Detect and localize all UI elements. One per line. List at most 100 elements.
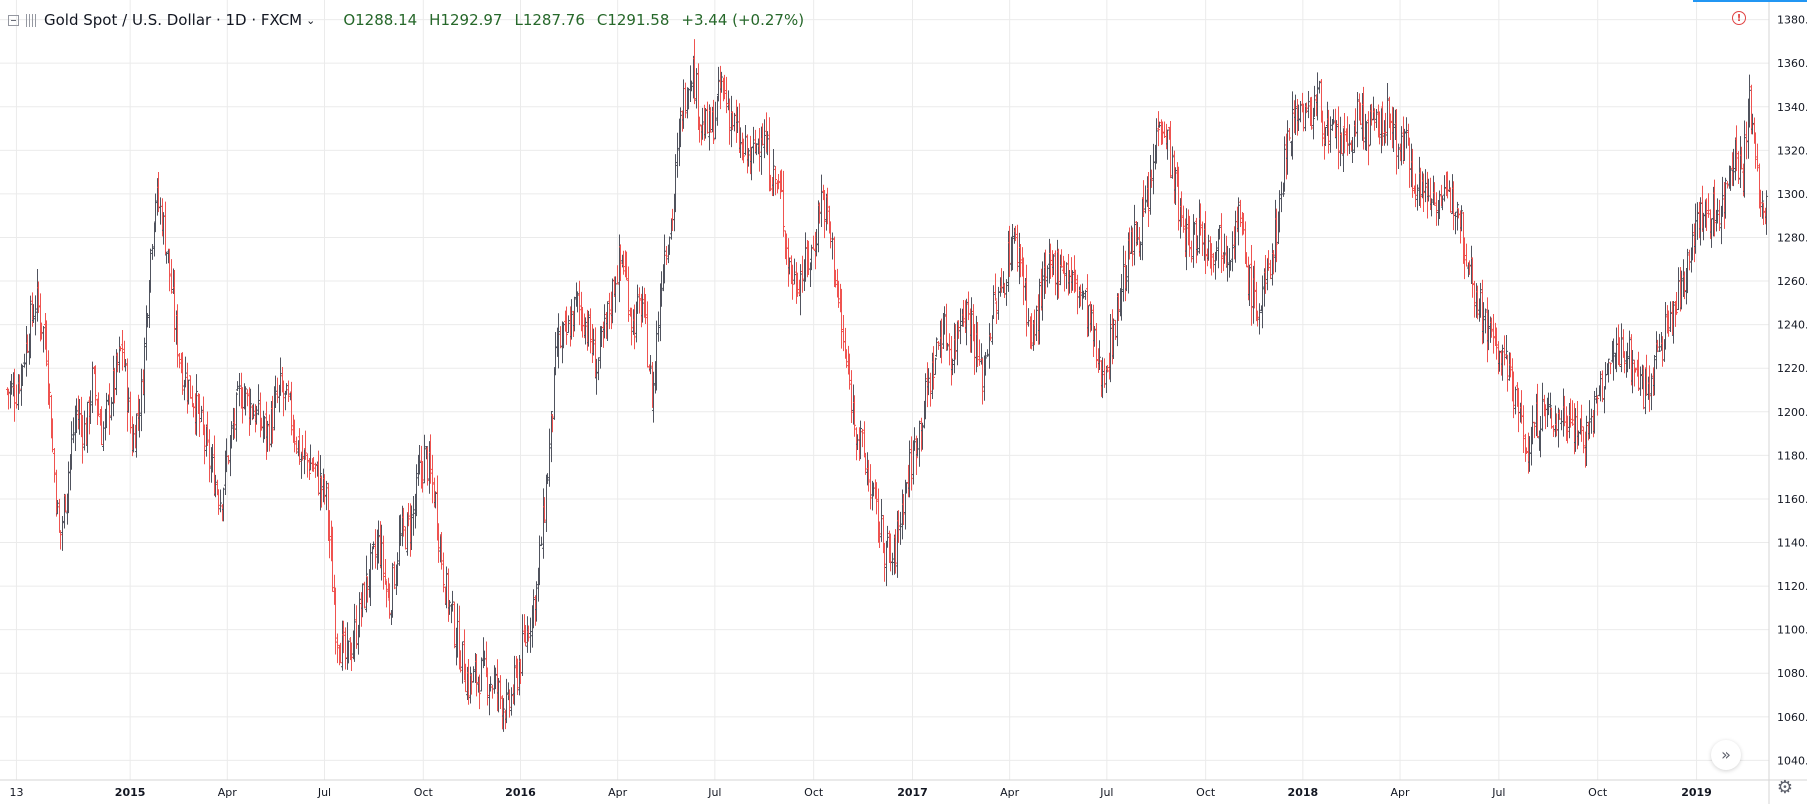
ohlc-bar (976, 321, 979, 367)
ohlc-bar (1014, 225, 1017, 242)
ohlc-bar (799, 264, 802, 316)
ohlc-bar (720, 71, 723, 93)
ohlc-bar (157, 171, 160, 213)
ohlc-bar (880, 498, 883, 542)
ohlc-bar (1653, 354, 1656, 396)
ohlc-bar (334, 587, 337, 655)
ohlc-bar (1095, 323, 1098, 368)
ohlc-bar (396, 552, 399, 587)
ohlc-bar (918, 420, 921, 467)
ohlc-bar (1433, 182, 1436, 206)
ohlc-bar (1452, 181, 1455, 231)
ohlc-bar (1441, 195, 1444, 211)
ohlc-bar (1122, 245, 1125, 302)
ohlc-bar (1049, 243, 1052, 279)
ohlc-bar (1288, 128, 1291, 141)
ohlc-bar (690, 80, 693, 92)
ohlc-bar (1155, 118, 1158, 164)
ohlc-bar (554, 332, 557, 376)
ohlc-bar (1248, 264, 1251, 307)
ohlc-bar (946, 342, 949, 351)
ohlc-bar (780, 169, 783, 193)
ohlc-bar (15, 384, 18, 409)
alert-circle-icon[interactable]: ! (1732, 11, 1746, 25)
ohlc-bar (1163, 121, 1166, 138)
ohlc-bar (940, 318, 943, 364)
ohlc-bar (1487, 309, 1490, 351)
open-value: O1288.14 (343, 11, 418, 29)
ohlc-bar (864, 452, 867, 475)
ohlc-bar (429, 434, 432, 484)
ohlc-bar (1169, 120, 1172, 179)
ohlc-bar (339, 642, 342, 664)
ohlc-bar (913, 427, 916, 451)
ohlc-bar (1201, 221, 1204, 256)
ohlc-bar (407, 503, 410, 527)
ohlc-bar (393, 561, 396, 590)
ohlc-bar (992, 285, 995, 319)
ohlc-bar (1603, 386, 1606, 414)
time-tick-label: Apr (608, 786, 628, 799)
ohlc-bar (1424, 169, 1427, 203)
gear-icon[interactable]: ⚙ (1776, 777, 1794, 798)
ohlc-bar (810, 244, 813, 271)
ohlc-bar (425, 445, 428, 460)
low-value: L1287.76 (514, 11, 585, 29)
ohlc-bar (285, 383, 288, 395)
ohlc-bar (1373, 108, 1376, 131)
ohlc-bar (994, 273, 997, 301)
ohlc-bar (761, 123, 764, 146)
ohlc-bar (548, 428, 551, 487)
ohlc-bar (423, 434, 426, 484)
ohlc-bar (965, 298, 968, 346)
ohlc-bar (1460, 205, 1463, 232)
ohlc-bar (105, 392, 108, 429)
ohlc-bar (350, 642, 353, 672)
collapse-icon[interactable] (8, 14, 19, 26)
scroll-to-realtime-button[interactable]: » (1711, 740, 1741, 770)
ohlc-bar (347, 640, 350, 664)
ohlc-bar (1716, 198, 1719, 224)
ohlc-bar (1604, 361, 1607, 390)
price-tick-label: 1080.00 (1777, 667, 1807, 680)
ohlc-bar (1479, 282, 1482, 318)
ohlc-bar (1620, 323, 1623, 373)
ohlc-bar (1705, 198, 1708, 232)
ohlc-bar (524, 625, 527, 647)
ohlc-bar (1381, 101, 1384, 146)
ohlc-bar (198, 393, 201, 438)
ohlc-bar (875, 482, 878, 515)
ohlc-bar (766, 131, 769, 156)
ohlc-bar (988, 323, 991, 369)
ohlc-bar (1362, 86, 1365, 150)
ohlc-bar (1022, 257, 1025, 306)
time-tick-label: Oct (1196, 786, 1216, 799)
ohlc-bar (282, 380, 285, 417)
ohlc-bar (989, 332, 992, 341)
ohlc-bar (750, 146, 753, 181)
ohlc-bar (1675, 291, 1678, 315)
ohlc-bar (1498, 350, 1501, 372)
ohlc-bar (1569, 398, 1572, 428)
ohlc-bar (287, 380, 290, 403)
ohlc-bar (644, 294, 647, 325)
ohlc-bar (891, 552, 894, 576)
price-tick-label: 1320.00 (1777, 144, 1807, 157)
price-tick-label: 1360.00 (1777, 57, 1807, 70)
ohlc-bar (453, 601, 456, 649)
ohlc-bar (1150, 169, 1153, 188)
ohlc-bar (1637, 351, 1640, 391)
ohlc-bar (1593, 390, 1596, 434)
chevron-down-icon[interactable]: ⌄ (306, 13, 316, 27)
ohlc-bar (663, 234, 666, 284)
ohlc-bar (1626, 342, 1629, 373)
ohlc-bar (1054, 250, 1057, 296)
ohlc-bar (1664, 301, 1667, 350)
ohlc-bar (494, 667, 497, 690)
symbol-title[interactable]: Gold Spot / U.S. Dollar · 1D · FXCM (44, 11, 303, 29)
ohlc-bar (782, 170, 785, 237)
ohlc-bar (470, 673, 473, 695)
ohlc-bar (102, 421, 105, 452)
